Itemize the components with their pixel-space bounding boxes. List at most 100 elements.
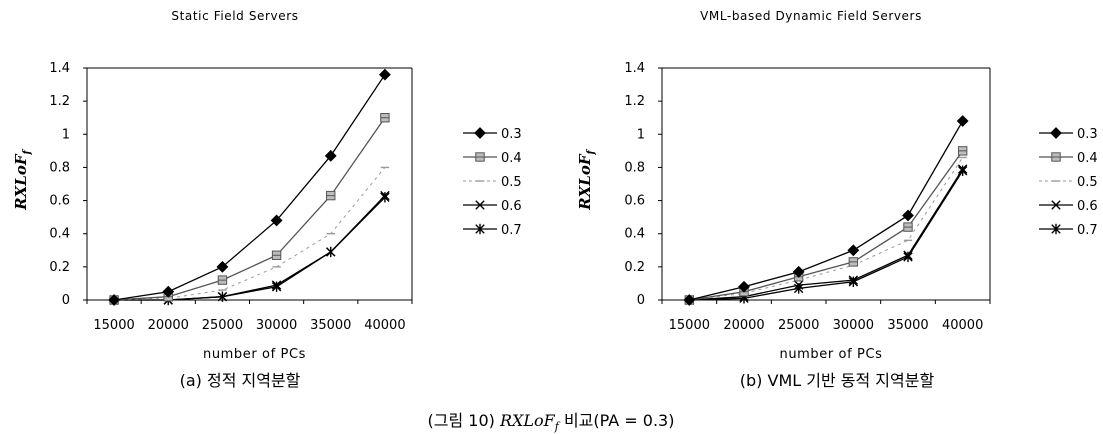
chart1-ytick-label: 0.4 bbox=[49, 227, 70, 242]
chart2-legend-entry: 0.3 bbox=[1039, 127, 1098, 142]
chart1-legend-marker bbox=[475, 152, 485, 162]
chart1-legend-label: 0.5 bbox=[501, 175, 522, 190]
chart2-legend-label: 0.5 bbox=[1077, 175, 1098, 190]
chart1-xtick-label: 35000 bbox=[310, 318, 351, 333]
figure-caption-italic: RXLoF bbox=[499, 411, 556, 430]
chart2-data-point bbox=[956, 115, 969, 127]
chart1-ytick-label: 1.4 bbox=[49, 61, 70, 76]
chart2-legend-entry: 0.4 bbox=[1039, 151, 1098, 166]
chart1-data-point bbox=[270, 214, 283, 227]
figure-caption-suffix: 비교(PA = 0.3) bbox=[559, 411, 675, 430]
chart2-data-point bbox=[848, 257, 859, 267]
chart1-legend-marker bbox=[474, 127, 486, 139]
chart2-xtick-label: 40000 bbox=[942, 318, 983, 333]
chart2-legend-label: 0.4 bbox=[1077, 151, 1098, 166]
chart1-ylabel: RXLoFf bbox=[12, 149, 33, 211]
chart2-title: VML-based Dynamic Field Servers bbox=[700, 9, 922, 23]
chart2-series-line bbox=[689, 168, 964, 301]
chart1-data-point bbox=[271, 250, 282, 260]
chart2-legend-marker bbox=[1051, 223, 1061, 235]
chart2-ylabel-main: RXLoF bbox=[576, 153, 594, 211]
chart2-legend-marker bbox=[1051, 200, 1061, 210]
chart1-legend-label: 0.6 bbox=[501, 199, 522, 214]
chart2-data-point bbox=[902, 209, 914, 222]
chart1-xtick-label: 25000 bbox=[202, 318, 243, 333]
chart1-ytick-label: 0.8 bbox=[49, 160, 70, 175]
chart2-ytick-label: 0.8 bbox=[624, 160, 645, 175]
chart1-legend-entry: 0.7 bbox=[463, 223, 522, 238]
chart1-legend-entry: 0.3 bbox=[463, 127, 522, 142]
chart1-ytick-label: 0.2 bbox=[49, 260, 70, 275]
chart2-ytick-label: 0.6 bbox=[624, 194, 645, 209]
chart1-legend-label: 0.7 bbox=[501, 223, 522, 238]
chart2: VML-based Dynamic Field Servers 0 0.2 0.4 0.… bbox=[576, 9, 1098, 390]
chart1-data-point bbox=[380, 113, 390, 123]
chart2-legend-entry: 0.7 bbox=[1039, 223, 1098, 238]
chart1-series-03 bbox=[108, 68, 391, 306]
chart2-xtick-label: 30000 bbox=[833, 318, 874, 333]
chart2-legend-label: 0.7 bbox=[1077, 223, 1098, 238]
chart2-caption: (b) VML 기반 동적 지역분할 bbox=[740, 371, 935, 390]
chart1-caption: (a) 정적 지역분할 bbox=[180, 371, 301, 390]
chart2-data-point bbox=[683, 294, 696, 306]
chart2-ylabel-sub: f bbox=[586, 149, 597, 156]
chart1-legend-label: 0.3 bbox=[501, 127, 522, 142]
chart1-data-point bbox=[216, 260, 229, 273]
chart1-series-line bbox=[113, 74, 386, 301]
chart2-legend-entry: 0.5 bbox=[1039, 175, 1098, 190]
chart2-data-point bbox=[903, 222, 913, 232]
chart1-data-point bbox=[162, 285, 175, 298]
chart1-legend-entry: 0.5 bbox=[463, 175, 522, 190]
chart1-series-07 bbox=[109, 192, 390, 306]
chart2-series-line bbox=[689, 150, 964, 301]
chart1-ytick-label: 0 bbox=[62, 293, 70, 308]
chart2-ylabel: RXLoFf bbox=[576, 149, 597, 211]
chart2-ytick-label: 0.4 bbox=[624, 227, 645, 242]
chart2-series-line bbox=[689, 120, 964, 301]
chart1-xtick-label: 20000 bbox=[148, 318, 189, 333]
chart1-series-line bbox=[114, 167, 386, 301]
figure-caption-sub: f bbox=[554, 420, 561, 433]
chart1-legend-entry: 0.6 bbox=[463, 199, 522, 214]
chart1-legend-entry: 0.4 bbox=[463, 151, 522, 166]
chart1-series-05 bbox=[109, 166, 390, 301]
chart2-legend-entry: 0.6 bbox=[1039, 199, 1098, 214]
chart1-data-point bbox=[326, 247, 336, 257]
chart1-data-point bbox=[326, 190, 336, 201]
chart2-legend-label: 0.3 bbox=[1077, 127, 1098, 142]
chart1-xtick-label: 40000 bbox=[364, 318, 405, 333]
chart2-ytick-label: 0.2 bbox=[624, 260, 645, 275]
chart1-ytick-label: 0.6 bbox=[49, 194, 70, 209]
chart2-legend-marker bbox=[1051, 152, 1061, 162]
chart1-ytick-label: 1.2 bbox=[49, 94, 70, 109]
chart2-xtick-label: 20000 bbox=[723, 318, 764, 333]
chart2-ytick-label: 1.2 bbox=[624, 94, 645, 109]
chart1-series-line bbox=[114, 117, 386, 301]
figure-caption: (그림 10) RXLoFf 비교(PA = 0.3) bbox=[428, 411, 675, 433]
chart1-legend-marker bbox=[475, 223, 485, 235]
chart1-data-point bbox=[380, 192, 390, 203]
chart2-ytick-label: 1 bbox=[637, 127, 645, 142]
chart2-ytick-label: 1.4 bbox=[624, 61, 645, 76]
chart1-ylabel-sub: f bbox=[22, 149, 33, 156]
chart2-data-point bbox=[738, 280, 750, 293]
chart1-legend-label: 0.4 bbox=[501, 151, 522, 166]
chart2-data-point bbox=[793, 280, 804, 290]
chart2-series-03 bbox=[683, 115, 969, 306]
chart2-legend-label: 0.6 bbox=[1077, 199, 1098, 214]
chart2-legend-marker bbox=[1050, 127, 1062, 139]
chart2-ytick-label: 0 bbox=[637, 293, 645, 308]
chart1-series-line bbox=[114, 195, 386, 301]
chart2-xtick-label: 15000 bbox=[669, 318, 710, 333]
chart1-xlabel: number of PCs bbox=[203, 347, 306, 362]
chart2-xtick-label: 35000 bbox=[887, 318, 928, 333]
chart2-data-point bbox=[957, 146, 968, 156]
chart2-data-point bbox=[903, 251, 913, 263]
chart2-data-point bbox=[957, 164, 968, 174]
chart1-legend-marker bbox=[475, 200, 485, 210]
chart1-ylabel-main: RXLoF bbox=[12, 153, 30, 211]
chart2-series-line bbox=[689, 170, 964, 301]
chart1-xtick-label: 15000 bbox=[93, 318, 134, 333]
